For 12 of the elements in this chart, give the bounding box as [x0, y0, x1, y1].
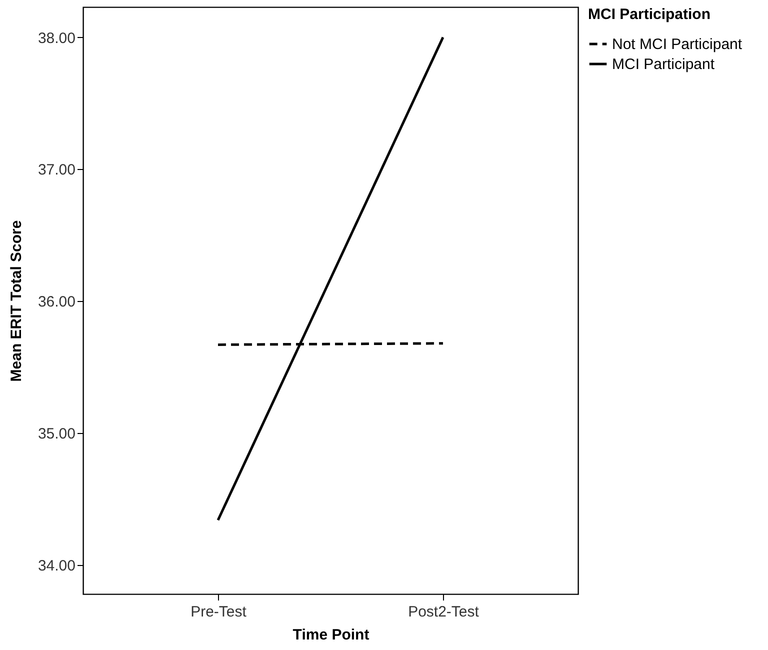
legend-label: Not MCI Participant [612, 36, 743, 53]
y-tick-label: 34.00 [38, 557, 76, 574]
x-tick-label: Post2-Test [408, 604, 480, 620]
x-tick-label: Pre-Test [190, 604, 248, 620]
y-tick-label: 38.00 [38, 30, 76, 47]
y-tick-label: 37.00 [38, 162, 76, 179]
x-axis-title: Time Point [292, 626, 370, 644]
legend-label: MCI Participant [612, 56, 716, 73]
y-tick-label: 36.00 [38, 294, 76, 311]
y-axis-title: Mean ERIT Total Score [8, 220, 25, 382]
y-tick-label: 35.00 [38, 426, 76, 443]
legend-title: MCI Participation [588, 6, 711, 23]
